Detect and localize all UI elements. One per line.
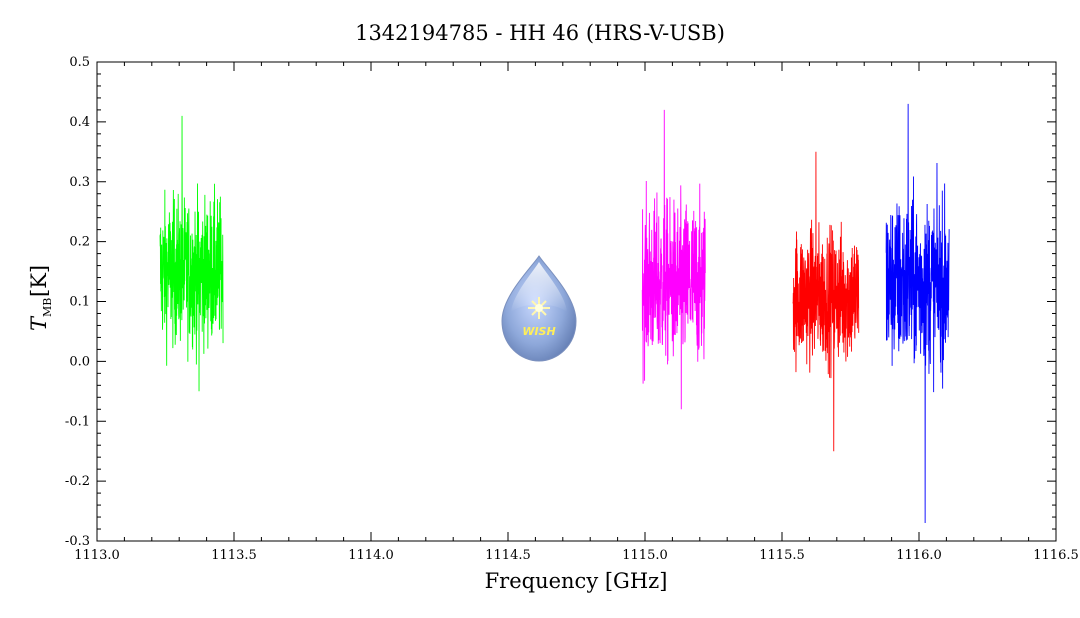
wish-logo: WISH xyxy=(501,255,577,362)
y-tick-label: 0.0 xyxy=(69,354,90,369)
y-tick-label: -0.2 xyxy=(65,474,90,489)
spectrum-series-3 xyxy=(792,151,860,452)
x-tick-label: 1115.0 xyxy=(622,548,668,563)
spectrum-series-4 xyxy=(885,103,950,524)
y-tick-labels: 0.5 0.4 0.3 0.2 0.1 0.0 -0.1 -0.2 -0.3 xyxy=(65,55,90,549)
spectrum-series-2 xyxy=(641,109,706,410)
x-tick-label: 1113.5 xyxy=(211,548,257,563)
series-layer xyxy=(159,103,950,524)
chart-title: 1342194785 - HH 46 (HRS-V-USB) xyxy=(355,21,725,45)
y-axis-label-unit: [K] xyxy=(27,265,51,297)
y-tick-label: -0.3 xyxy=(65,534,90,549)
x-tick-label: 1115.5 xyxy=(759,548,805,563)
star-core-icon xyxy=(535,304,543,312)
y-tick-label: 0.4 xyxy=(69,115,90,130)
spectrum-series-1 xyxy=(159,115,224,392)
x-tick-label: 1114.0 xyxy=(348,548,394,563)
x-tick-label: 1116.5 xyxy=(1033,548,1079,563)
logo-text: WISH xyxy=(522,325,555,338)
drop-highlight-icon xyxy=(511,262,567,312)
y-tick-label: 0.2 xyxy=(69,235,90,250)
x-tick-labels: 1113.0 1113.5 1114.0 1114.5 1115.0 1115.5 1116… xyxy=(74,548,1079,563)
y-tick-label: 0.1 xyxy=(69,295,90,310)
y-axis-label-sub: MB xyxy=(41,298,54,317)
y-tick-label: 0.3 xyxy=(69,175,90,190)
x-axis-label: Frequency [GHz] xyxy=(485,569,668,593)
x-tick-label: 1113.0 xyxy=(74,548,120,563)
y-tick-label: -0.1 xyxy=(65,414,90,429)
tick-layer xyxy=(96,61,1057,542)
y-axis-label-main: T xyxy=(27,315,51,331)
x-tick-label: 1114.5 xyxy=(485,548,531,563)
x-tick-label: 1116.0 xyxy=(896,548,942,563)
y-axis-label: T MB [K] xyxy=(27,265,54,331)
y-tick-label: 0.5 xyxy=(69,55,90,70)
